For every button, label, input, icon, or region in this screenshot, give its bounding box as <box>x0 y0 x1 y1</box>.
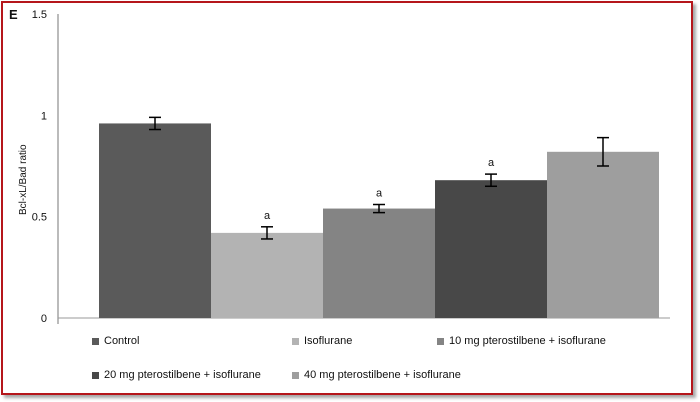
error-bar <box>149 116 161 131</box>
significance-labels-group: a a a <box>264 157 495 222</box>
legend-label: 20 mg pterostilbene + isoflurane <box>104 369 261 381</box>
bar <box>99 123 211 318</box>
significance-label: a <box>488 157 495 169</box>
y-tick-label: 1.5 <box>32 9 47 21</box>
legend-item: 20 mg pterostilbene + isoflurane <box>92 369 261 381</box>
legend-item: 10 mg pterostilbene + isoflurane <box>437 335 606 347</box>
legend-swatch <box>437 337 444 345</box>
bar <box>547 151 659 318</box>
bar <box>435 180 547 318</box>
legend-swatch <box>92 337 99 345</box>
legend-label: Isoflurane <box>304 335 353 347</box>
error-bar <box>485 173 497 188</box>
legend-swatch <box>292 371 299 379</box>
bars-group <box>99 123 659 318</box>
error-bars-group <box>149 116 609 240</box>
legend-item: Control <box>92 335 139 347</box>
legend-label: Control <box>104 335 140 347</box>
error-bar <box>373 203 385 214</box>
error-bar <box>261 226 273 240</box>
legend-label: 10 mg pterostilbene + isoflurane <box>449 335 606 347</box>
error-bar <box>597 136 609 167</box>
legend-label: 40 mg pterostilbene + isoflurane <box>304 369 461 381</box>
bar <box>323 208 435 318</box>
significance-label: a <box>376 188 383 200</box>
y-tick-label: 0.5 <box>32 212 47 224</box>
legend-item: Isoflurane <box>292 335 352 347</box>
y-tick-label: 1 <box>41 110 47 122</box>
legend-item: 40 mg pterostilbene + isoflurane <box>292 369 461 381</box>
legend-swatch <box>92 371 99 379</box>
panel-label: E <box>9 7 18 22</box>
bar <box>211 232 323 318</box>
y-axis-label: Bcl-xL/Bad ratio <box>18 144 29 215</box>
legend-swatch <box>292 337 299 345</box>
significance-label: a <box>264 210 271 222</box>
y-tick-label: 0 <box>41 313 47 325</box>
